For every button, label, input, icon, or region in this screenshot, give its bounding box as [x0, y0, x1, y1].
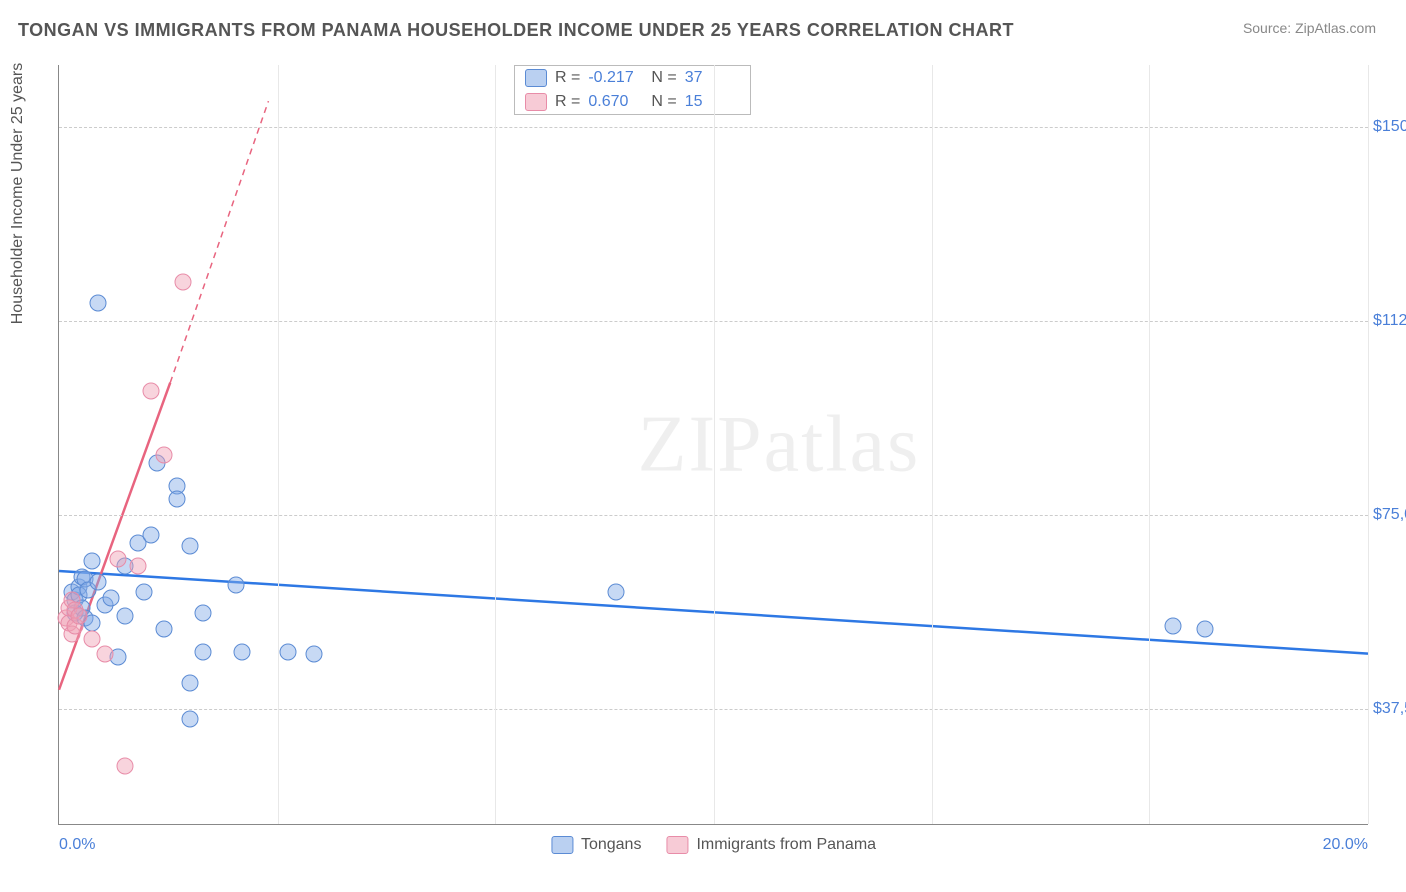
- series-legend: Tongans Immigrants from Panama: [551, 836, 876, 854]
- trend-line-extension: [170, 101, 268, 382]
- data-point: [195, 605, 212, 622]
- legend-label: Tongans: [581, 836, 642, 854]
- plot-area: ZIPatlas R = -0.217 N = 37 R = 0.670 N =…: [58, 65, 1368, 825]
- data-point: [90, 294, 107, 311]
- data-point: [116, 757, 133, 774]
- chart-title: TONGAN VS IMMIGRANTS FROM PANAMA HOUSEHO…: [18, 20, 1014, 41]
- data-point: [168, 491, 185, 508]
- data-point: [280, 643, 297, 660]
- y-tick-label: $112,500: [1373, 312, 1406, 330]
- data-point: [155, 620, 172, 637]
- legend-swatch-pink: [666, 836, 688, 854]
- data-point: [142, 527, 159, 544]
- data-point: [83, 630, 100, 647]
- data-point: [1197, 620, 1214, 637]
- gridline-vertical: [1368, 65, 1369, 824]
- data-point: [607, 584, 624, 601]
- data-point: [195, 643, 212, 660]
- data-point: [142, 382, 159, 399]
- gridline-vertical: [495, 65, 496, 824]
- data-point: [70, 607, 87, 624]
- source-label: Source:: [1243, 20, 1295, 36]
- data-point: [182, 537, 199, 554]
- data-point: [1164, 617, 1181, 634]
- data-point: [90, 574, 107, 591]
- data-point: [116, 607, 133, 624]
- gridline-vertical: [278, 65, 279, 824]
- legend-swatch-blue: [551, 836, 573, 854]
- source-value: ZipAtlas.com: [1295, 20, 1376, 36]
- legend-label: Immigrants from Panama: [696, 836, 876, 854]
- y-axis-label: Householder Income Under 25 years: [9, 63, 27, 324]
- x-tick-label-max: 20.0%: [1323, 836, 1368, 854]
- data-point: [96, 646, 113, 663]
- data-point: [83, 553, 100, 570]
- source-attribution: Source: ZipAtlas.com: [1243, 20, 1376, 36]
- y-tick-label: $75,000: [1373, 506, 1406, 524]
- gridline-vertical: [714, 65, 715, 824]
- data-point: [129, 558, 146, 575]
- legend-item-tongans: Tongans: [551, 836, 642, 854]
- y-tick-label: $150,000: [1373, 118, 1406, 136]
- data-point: [227, 576, 244, 593]
- data-point: [234, 643, 251, 660]
- data-point: [175, 274, 192, 291]
- legend-item-panama: Immigrants from Panama: [666, 836, 876, 854]
- data-point: [306, 646, 323, 663]
- data-point: [182, 711, 199, 728]
- data-point: [109, 550, 126, 567]
- x-tick-label-min: 0.0%: [59, 836, 95, 854]
- data-point: [103, 589, 120, 606]
- data-point: [155, 447, 172, 464]
- y-tick-label: $37,500: [1373, 700, 1406, 718]
- data-point: [182, 674, 199, 691]
- data-point: [136, 584, 153, 601]
- gridline-vertical: [932, 65, 933, 824]
- gridline-vertical: [1149, 65, 1150, 824]
- chart-container: TONGAN VS IMMIGRANTS FROM PANAMA HOUSEHO…: [0, 0, 1406, 892]
